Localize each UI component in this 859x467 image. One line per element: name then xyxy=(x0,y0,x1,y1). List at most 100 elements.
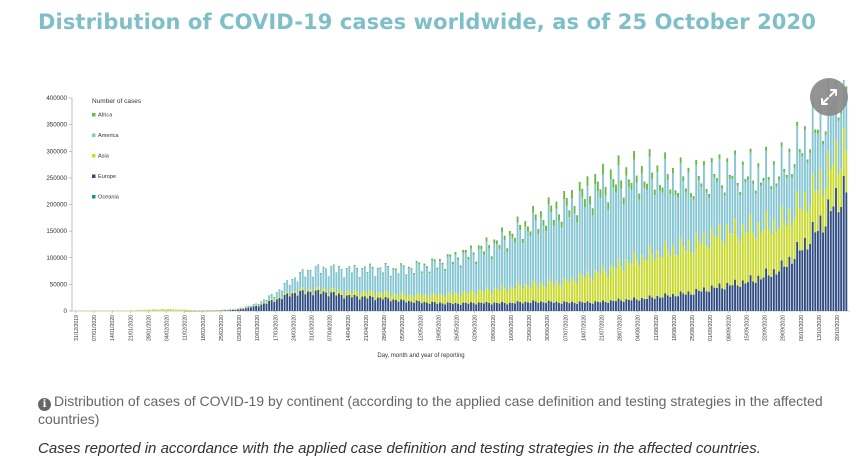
expand-button[interactable] xyxy=(810,78,848,116)
bar-segment-africa xyxy=(545,225,547,232)
bar-segment-europe xyxy=(252,306,255,311)
bar-segment-asia xyxy=(684,251,687,295)
bar-segment-asia xyxy=(312,293,315,296)
bar-segment-europe xyxy=(454,302,457,311)
bar-segment-europe xyxy=(431,301,434,311)
bar-segment-america xyxy=(462,252,465,292)
bar-segment-africa xyxy=(643,181,646,188)
bar-segment-africa xyxy=(511,233,514,239)
bar-segment-america xyxy=(332,265,335,289)
bar-segment-america xyxy=(622,204,625,272)
bar-segment-europe xyxy=(842,175,845,311)
bar-segment-europe xyxy=(449,302,452,311)
bar-segment-america xyxy=(692,199,695,254)
bar-segment-europe xyxy=(467,303,470,311)
bar-segment-asia xyxy=(638,265,641,301)
bar-segment-europe xyxy=(762,277,765,311)
bar-segment-africa xyxy=(692,196,695,200)
bar-segment-africa xyxy=(338,266,340,267)
bar-segment-america xyxy=(335,273,338,293)
bar-segment-europe xyxy=(234,309,237,311)
bar-segment-europe xyxy=(565,301,568,311)
bar-segment-america xyxy=(615,192,617,269)
covid-cases-chart: 0 50000 100000 150000 200000 250000 300000 3500… xyxy=(46,80,850,359)
bar-segment-america xyxy=(708,197,711,249)
bar-segment-africa xyxy=(508,231,511,236)
bar-segment-asia xyxy=(630,263,633,301)
x-tick-label: 09/06/2020 xyxy=(491,315,497,341)
bar-segment-america xyxy=(250,306,252,307)
bar-segment-america xyxy=(369,264,371,291)
bar-segment-asia xyxy=(581,275,584,303)
bar-segment-europe xyxy=(721,288,724,311)
bar-segment-asia xyxy=(172,309,175,311)
bar-segment-africa xyxy=(560,221,563,228)
bar-segment-asia xyxy=(534,283,537,302)
bar-segment-america xyxy=(780,146,783,207)
bar-segment-asia xyxy=(174,309,177,311)
bar-segment-europe xyxy=(547,300,550,311)
bar-segment-europe xyxy=(715,287,718,311)
bar-segment-america xyxy=(493,243,496,289)
bar-segment-america xyxy=(405,275,408,298)
bar-segment-europe xyxy=(785,266,788,311)
bar-segment-africa xyxy=(765,146,768,151)
bar-segment-asia xyxy=(741,223,744,281)
bar-segment-america xyxy=(798,152,801,209)
bar-segment-asia xyxy=(420,296,423,304)
bar-segment-africa xyxy=(558,214,560,221)
bar-segment-america xyxy=(721,188,724,241)
bar-segment-america xyxy=(801,156,804,210)
bar-segment-asia xyxy=(187,309,190,311)
bar-segment-africa xyxy=(666,174,669,180)
bar-segment-asia xyxy=(483,291,485,304)
bar-segment-europe xyxy=(332,291,335,311)
bar-segment-america xyxy=(594,184,597,271)
bar-segment-europe xyxy=(736,285,739,311)
bar-segment-europe xyxy=(519,302,522,311)
bar-segment-america xyxy=(534,220,537,284)
bar-segment-europe xyxy=(451,304,454,311)
bar-segment-asia xyxy=(472,292,475,304)
bar-segment-europe xyxy=(568,303,571,311)
bar-segment-africa xyxy=(330,266,333,267)
bar-segment-europe xyxy=(335,295,338,311)
bar-segment-asia xyxy=(521,289,524,304)
bar-segment-europe xyxy=(801,250,804,311)
bar-segment-europe xyxy=(552,303,555,311)
bar-segment-europe xyxy=(446,302,449,311)
x-tick-label: 11/08/2020 xyxy=(654,315,660,341)
bar-segment-europe xyxy=(723,289,726,311)
bar-segment-africa xyxy=(358,277,361,278)
bar-segment-asia xyxy=(182,309,185,311)
bar-segment-europe xyxy=(493,302,496,311)
bar-segment-africa xyxy=(369,263,371,265)
bar-segment-america xyxy=(397,274,400,297)
bar-segment-europe xyxy=(591,303,594,311)
bar-segment-asia xyxy=(690,252,692,295)
bar-segment-europe xyxy=(247,307,250,311)
bar-segment-africa xyxy=(317,264,320,266)
bar-segment-asia xyxy=(216,310,219,311)
bar-segment-europe xyxy=(622,301,625,311)
x-tick-label: 07/07/2020 xyxy=(563,315,569,341)
bar-segment-asia xyxy=(317,286,320,290)
bar-segment-africa xyxy=(449,254,452,257)
bar-segment-america xyxy=(366,273,369,294)
bar-segment-asia xyxy=(185,309,188,311)
bar-segment-america xyxy=(384,264,387,291)
bar-segment-europe xyxy=(402,300,405,311)
bar-segment-africa xyxy=(772,161,775,165)
bar-segment-europe xyxy=(845,192,848,311)
bar-segment-america xyxy=(762,181,765,231)
bar-segment-africa xyxy=(596,181,599,192)
bar-segment-europe xyxy=(604,301,607,311)
bar-segment-america xyxy=(389,276,392,297)
bar-segment-europe xyxy=(625,299,628,311)
bar-segment-europe xyxy=(462,302,465,311)
bar-segment-europe xyxy=(288,296,291,311)
bar-segment-america xyxy=(537,234,540,288)
bar-segment-europe xyxy=(457,303,459,311)
x-tick-label: 02/06/2020 xyxy=(473,315,479,341)
bar-segment-africa xyxy=(806,159,809,163)
